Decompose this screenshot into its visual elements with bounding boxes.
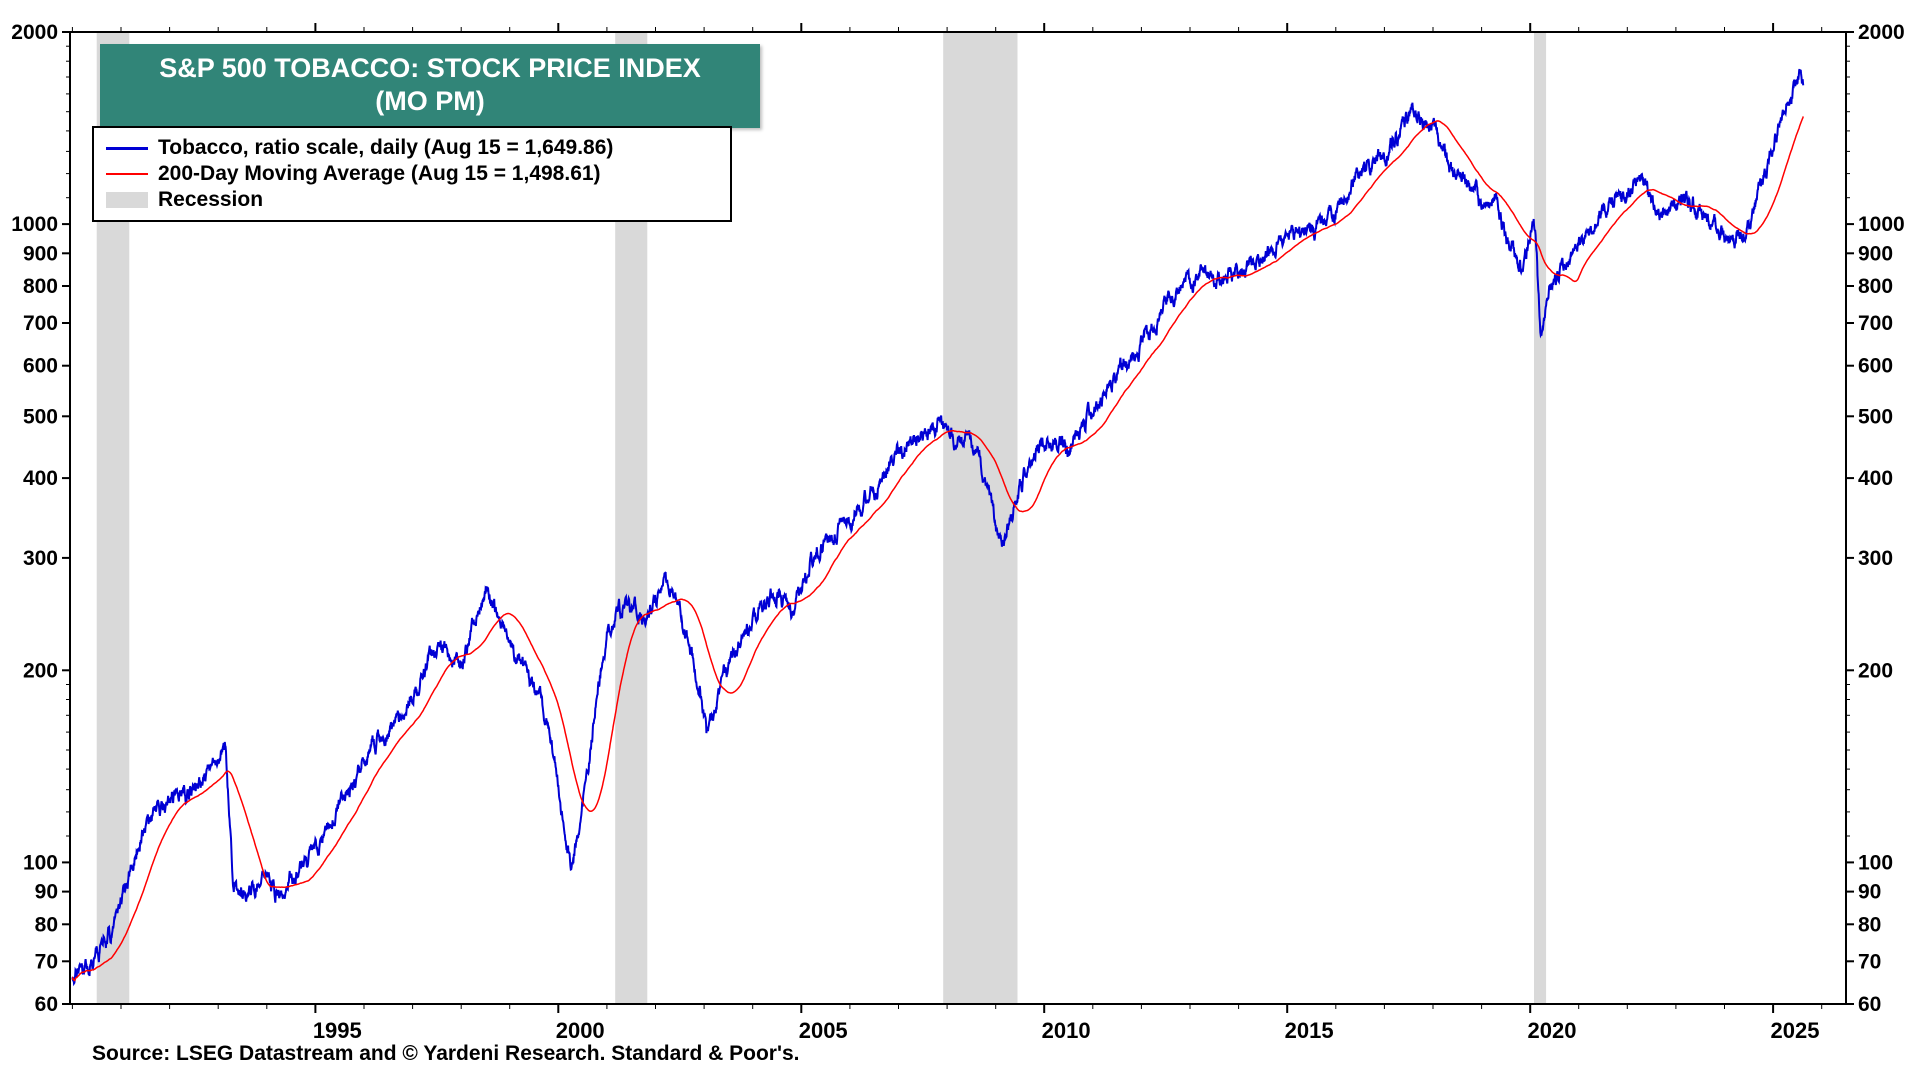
legend-label-tobacco: Tobacco, ratio scale, daily (Aug 15 = 1,… xyxy=(158,136,614,159)
chart-title-line2: (MO PM) xyxy=(375,86,485,116)
y-tick-label: 600 xyxy=(23,355,58,378)
x-tick-label: 2000 xyxy=(556,1018,605,1043)
y-tick-label: 80 xyxy=(1858,913,1881,936)
y-tick-label: 80 xyxy=(35,913,58,936)
y-tick-label: 400 xyxy=(23,467,58,490)
legend-label-recession: Recession xyxy=(158,188,264,211)
y-tick-label: 600 xyxy=(1858,355,1893,378)
y-tick-label: 400 xyxy=(1858,467,1893,490)
y-tick-label: 200 xyxy=(23,659,58,682)
legend-label-ma200: 200-Day Moving Average (Aug 15 = 1,498.6… xyxy=(158,162,601,185)
y-tick-label: 1000 xyxy=(11,213,58,236)
y-tick-label: 100 xyxy=(23,851,58,874)
x-tick-label: 2020 xyxy=(1528,1018,1577,1043)
y-tick-label: 800 xyxy=(23,275,58,298)
y-tick-label: 2000 xyxy=(1858,21,1905,44)
recession-band xyxy=(943,32,1018,1004)
plot-frame xyxy=(69,31,1847,1005)
y-tick-label: 700 xyxy=(1858,312,1893,335)
y-tick-label: 70 xyxy=(1858,950,1881,973)
ma200-line-swatch xyxy=(106,173,148,175)
y-tick-label: 1000 xyxy=(1858,213,1905,236)
legend-item-tobacco: Tobacco, ratio scale, daily (Aug 15 = 1,… xyxy=(106,135,720,161)
chart-title-box: S&P 500 TOBACCO: STOCK PRICE INDEX (MO P… xyxy=(100,44,760,128)
y-tick-label: 700 xyxy=(23,312,58,335)
x-tick-label: 2025 xyxy=(1771,1018,1820,1043)
legend: Tobacco, ratio scale, daily (Aug 15 = 1,… xyxy=(92,126,732,222)
series-tobacco xyxy=(71,68,1805,987)
x-tick-label: 2015 xyxy=(1285,1018,1334,1043)
y-tick-label: 500 xyxy=(23,405,58,428)
y-tick-label: 800 xyxy=(1858,275,1893,298)
y-tick-label: 100 xyxy=(1858,851,1893,874)
legend-swatch-cell xyxy=(106,192,158,208)
y-tick-label: 60 xyxy=(35,993,58,1016)
source-note: Source: LSEG Datastream and © Yardeni Re… xyxy=(92,1042,800,1065)
legend-swatch-cell xyxy=(106,173,158,175)
tobacco-line-swatch xyxy=(106,146,148,150)
y-tick-label: 900 xyxy=(23,242,58,265)
legend-item-ma200: 200-Day Moving Average (Aug 15 = 1,498.6… xyxy=(106,161,720,187)
legend-swatch-cell xyxy=(106,146,158,150)
y-tick-label: 90 xyxy=(1858,881,1881,904)
recession-band xyxy=(1534,32,1547,1004)
y-tick-label: 90 xyxy=(35,881,58,904)
y-tick-label: 300 xyxy=(1858,547,1893,570)
y-tick-label: 60 xyxy=(1858,993,1881,1016)
recession-swatch xyxy=(106,192,148,208)
y-tick-label: 900 xyxy=(1858,242,1893,265)
chart-title-line1: S&P 500 TOBACCO: STOCK PRICE INDEX xyxy=(159,53,701,83)
series-ma200 xyxy=(71,116,1804,982)
legend-item-recession: Recession xyxy=(106,187,720,213)
x-tick-label: 2010 xyxy=(1042,1018,1091,1043)
y-tick-label: 200 xyxy=(1858,659,1893,682)
y-tick-label: 300 xyxy=(23,547,58,570)
y-tick-label: 2000 xyxy=(11,21,58,44)
y-tick-label: 500 xyxy=(1858,405,1893,428)
x-tick-label: 2005 xyxy=(799,1018,848,1043)
x-tick-label: 1995 xyxy=(313,1018,362,1043)
y-tick-label: 70 xyxy=(35,950,58,973)
